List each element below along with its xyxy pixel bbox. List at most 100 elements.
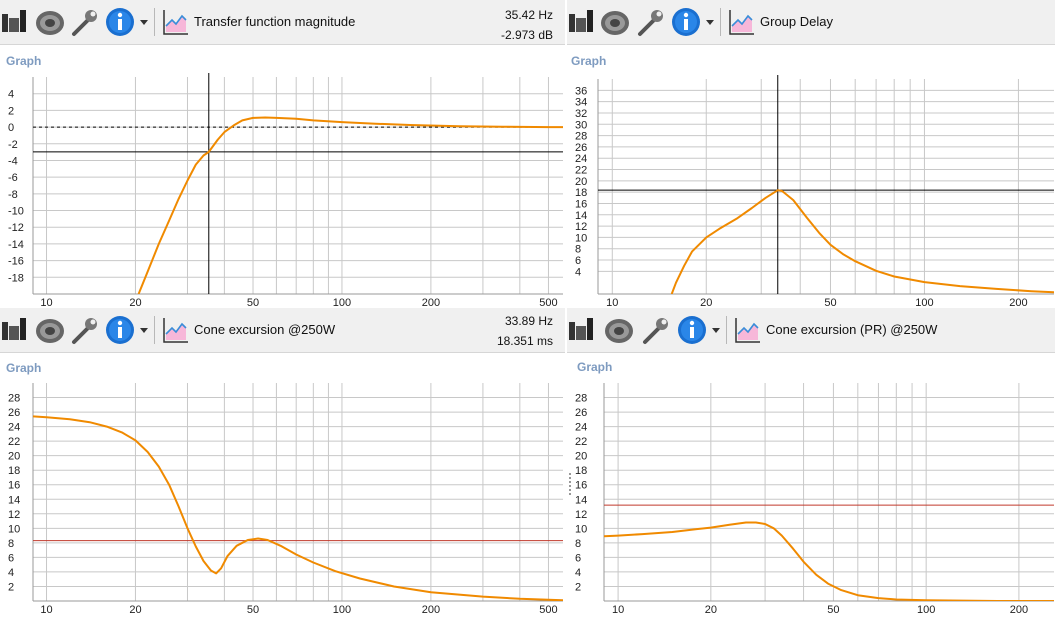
x-tick-label: 100 bbox=[333, 297, 351, 309]
info-button[interactable] bbox=[670, 6, 702, 38]
speaker-icon bbox=[601, 11, 629, 35]
y-tick-label: 4 bbox=[575, 567, 581, 579]
dropdown-arrow-icon bbox=[140, 20, 148, 25]
toolbar: Transfer function magnitude 35.42 Hz -2.… bbox=[0, 0, 565, 45]
x-tick-label: 20 bbox=[705, 604, 717, 616]
x-tick-label: 100 bbox=[915, 297, 933, 309]
panel-group-delay: Group Delay Graph 4 6 8 10 12 14 16 18 20 22 24 26 2… bbox=[567, 0, 1055, 309]
speaker-button[interactable] bbox=[603, 314, 635, 346]
wrench-icon bbox=[72, 318, 97, 344]
dropdown-button[interactable] bbox=[137, 6, 151, 38]
y-tick-label: 14 bbox=[575, 494, 587, 506]
panel-transfer-function: Transfer function magnitude 35.42 Hz -2.… bbox=[0, 0, 567, 309]
x-tick-label: 50 bbox=[247, 604, 259, 616]
x-tick-label: 200 bbox=[422, 604, 440, 616]
y-tick-label: 4 bbox=[575, 266, 581, 278]
dropdown-arrow-icon bbox=[706, 20, 714, 25]
dropdown-button[interactable] bbox=[709, 314, 723, 346]
speaker-drawer-button[interactable] bbox=[567, 6, 599, 38]
y-tick-label: 14 bbox=[575, 210, 587, 222]
panel-title: Cone excursion (PR) @250W bbox=[766, 322, 938, 337]
y-tick-label: 10 bbox=[8, 523, 20, 535]
y-tick-label: 10 bbox=[575, 523, 587, 535]
settings-button[interactable] bbox=[634, 6, 666, 38]
x-tick-label: 20 bbox=[700, 297, 712, 309]
settings-button[interactable] bbox=[639, 314, 671, 346]
y-tick-label: 2 bbox=[8, 581, 14, 593]
y-tick-label: 18 bbox=[8, 465, 20, 477]
graph-button[interactable] bbox=[732, 314, 764, 346]
splitter-grip[interactable] bbox=[569, 473, 573, 495]
graph-icon bbox=[163, 318, 188, 343]
y-tick-label: 24 bbox=[575, 153, 587, 165]
settings-button[interactable] bbox=[68, 6, 100, 38]
series-line bbox=[604, 521, 1054, 601]
x-tick-label: 10 bbox=[612, 604, 624, 616]
y-tick-label: 10 bbox=[575, 232, 587, 244]
speaker-drawer-icon bbox=[2, 10, 26, 32]
dropdown-arrow-icon bbox=[712, 328, 720, 333]
wrench-icon bbox=[72, 10, 97, 36]
y-tick-label: -10 bbox=[8, 206, 24, 218]
series-line bbox=[670, 189, 1054, 294]
speaker-button[interactable] bbox=[34, 314, 66, 346]
speaker-button[interactable] bbox=[599, 6, 631, 38]
y-tick-label: 24 bbox=[8, 422, 20, 434]
x-tick-label: 500 bbox=[539, 604, 557, 616]
speaker-icon bbox=[36, 319, 64, 343]
toolbar: Cone excursion @250W 33.89 Hz 18.351 ms bbox=[0, 308, 565, 353]
x-tick-label: 50 bbox=[247, 297, 259, 309]
graph-icon bbox=[163, 10, 188, 35]
y-tick-label: 30 bbox=[575, 119, 587, 131]
graph-button[interactable] bbox=[160, 6, 192, 38]
dropdown-arrow-icon bbox=[140, 328, 148, 333]
y-tick-label: 22 bbox=[575, 165, 587, 177]
x-tick-label: 500 bbox=[539, 297, 557, 309]
y-tick-label: 8 bbox=[575, 538, 581, 550]
x-tick-label: 10 bbox=[40, 297, 52, 309]
dropdown-button[interactable] bbox=[703, 6, 717, 38]
y-tick-label: -8 bbox=[8, 189, 18, 201]
speaker-drawer-button[interactable] bbox=[567, 314, 599, 346]
graph-label: Graph bbox=[571, 54, 607, 68]
x-tick-label: 20 bbox=[129, 604, 141, 616]
panel-title: Cone excursion @250W bbox=[194, 322, 336, 337]
info-button[interactable] bbox=[104, 314, 136, 346]
panel-cone-excursion-pr: Cone excursion (PR) @250W Graph 2 4 6 8 10 12… bbox=[567, 308, 1055, 618]
speaker-drawer-button[interactable] bbox=[0, 314, 32, 346]
graph-button[interactable] bbox=[160, 314, 192, 346]
toolbar-separator bbox=[154, 8, 155, 36]
y-tick-label: 22 bbox=[8, 436, 20, 448]
toolbar: Cone excursion (PR) @250W bbox=[567, 308, 1055, 353]
settings-button[interactable] bbox=[68, 314, 100, 346]
y-tick-label: -4 bbox=[8, 155, 18, 167]
speaker-drawer-icon bbox=[569, 318, 593, 340]
readout-frequency: 33.89 Hz bbox=[504, 314, 553, 328]
speaker-drawer-icon bbox=[2, 318, 26, 340]
y-tick-label: 4 bbox=[8, 89, 14, 101]
speaker-icon bbox=[605, 319, 633, 343]
y-tick-label: 2 bbox=[8, 105, 14, 117]
plot-area[interactable]: 2 4 6 8 10 12 14 16 18 20 22 24 26 28 10 20 50 100 200 bbox=[567, 308, 1055, 618]
info-button[interactable] bbox=[676, 314, 708, 346]
y-tick-label: 8 bbox=[575, 244, 581, 256]
info-icon bbox=[106, 8, 134, 36]
dropdown-button[interactable] bbox=[137, 314, 151, 346]
x-tick-label: 10 bbox=[40, 604, 52, 616]
speaker-drawer-button[interactable] bbox=[0, 6, 32, 38]
y-tick-label: 32 bbox=[575, 108, 587, 120]
plot-area[interactable]: 4 2 0 -2 -4 -6 -8 -10 -12 -14 -16 -18 10 20 50 100 200 50… bbox=[0, 0, 565, 309]
speaker-icon bbox=[36, 11, 64, 35]
panel-title: Group Delay bbox=[760, 14, 833, 29]
y-tick-label: 6 bbox=[575, 255, 581, 267]
info-button[interactable] bbox=[104, 6, 136, 38]
y-tick-label: 16 bbox=[8, 480, 20, 492]
graph-button[interactable] bbox=[726, 6, 758, 38]
plot-area[interactable]: 4 6 8 10 12 14 16 18 20 22 24 26 28 30 32 34 36 10 20 50 100… bbox=[567, 0, 1055, 309]
graph-icon bbox=[729, 10, 754, 35]
y-tick-label: 20 bbox=[8, 451, 20, 463]
plot-area[interactable]: 2 4 6 8 10 12 14 16 18 20 22 24 26 28 10 20 50 100 200 500 bbox=[0, 308, 565, 618]
speaker-button[interactable] bbox=[34, 6, 66, 38]
y-tick-label: -12 bbox=[8, 222, 24, 234]
